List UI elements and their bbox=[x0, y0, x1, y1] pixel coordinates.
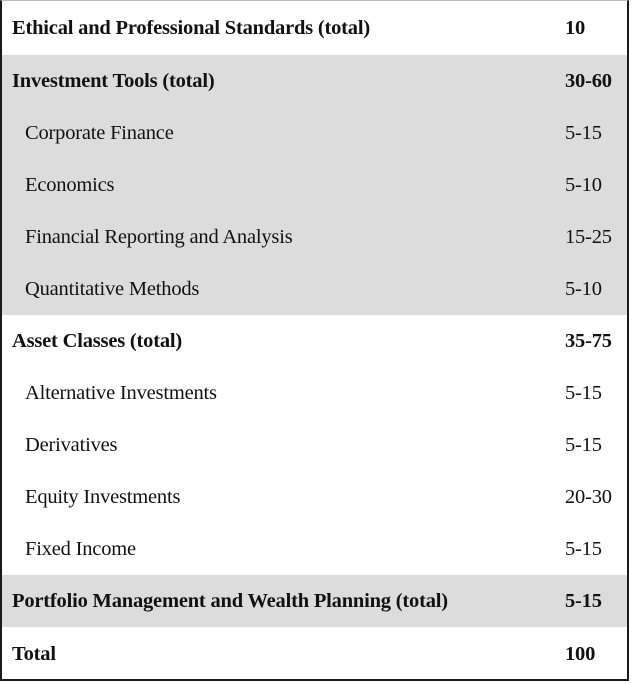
row-value: 30-60 bbox=[565, 69, 612, 92]
row-value: 5-15 bbox=[565, 433, 602, 456]
row-value: 10 bbox=[565, 16, 586, 39]
table-row-economics: Economics 5-10 bbox=[2, 159, 627, 211]
row-value: 20-30 bbox=[565, 485, 612, 508]
row-label: Investment Tools (total) bbox=[12, 69, 215, 92]
row-label: Ethical and Professional Standards (tota… bbox=[12, 16, 370, 39]
table-row-fixed-income: Fixed Income 5-15 bbox=[2, 523, 627, 575]
table-row-financial-reporting: Financial Reporting and Analysis 15-25 bbox=[2, 211, 627, 263]
row-value: 5-10 bbox=[565, 173, 602, 196]
table-row-portfolio-management: Portfolio Management and Wealth Planning… bbox=[2, 575, 627, 627]
row-label: Derivatives bbox=[25, 433, 118, 456]
table-row-asset-classes: Asset Classes (total) 35-75 bbox=[2, 315, 627, 367]
table-row-alternative-investments: Alternative Investments 5-15 bbox=[2, 367, 627, 419]
row-label: Quantitative Methods bbox=[25, 277, 200, 300]
row-value: 5-15 bbox=[565, 589, 602, 612]
row-label: Corporate Finance bbox=[25, 121, 174, 144]
table-row-total: Total 100 bbox=[2, 627, 627, 682]
table-row-corporate-finance: Corporate Finance 5-15 bbox=[2, 107, 627, 159]
row-label: Total bbox=[12, 643, 56, 665]
table-row-equity-investments: Equity Investments 20-30 bbox=[2, 471, 627, 523]
row-value: 35-75 bbox=[565, 329, 612, 352]
table-row-ethical-standards: Ethical and Professional Standards (tota… bbox=[2, 1, 627, 55]
row-label: Fixed Income bbox=[25, 537, 136, 560]
row-label: Equity Investments bbox=[25, 485, 181, 508]
row-label: Alternative Investments bbox=[25, 381, 217, 404]
row-value: 100 bbox=[565, 643, 596, 665]
row-label: Portfolio Management and Wealth Planning… bbox=[12, 589, 448, 612]
row-value: 5-10 bbox=[565, 277, 602, 300]
row-value: 15-25 bbox=[565, 225, 612, 248]
row-label: Asset Classes (total) bbox=[12, 329, 183, 352]
row-value: 5-15 bbox=[565, 537, 602, 560]
row-label: Economics bbox=[25, 173, 115, 196]
row-value: 5-15 bbox=[565, 121, 602, 144]
table-row-quantitative-methods: Quantitative Methods 5-10 bbox=[2, 263, 627, 315]
row-value: 5-15 bbox=[565, 381, 602, 404]
table-row-investment-tools: Investment Tools (total) 30-60 bbox=[2, 55, 627, 107]
row-label: Financial Reporting and Analysis bbox=[25, 225, 293, 248]
table-row-derivatives: Derivatives 5-15 bbox=[2, 419, 627, 471]
